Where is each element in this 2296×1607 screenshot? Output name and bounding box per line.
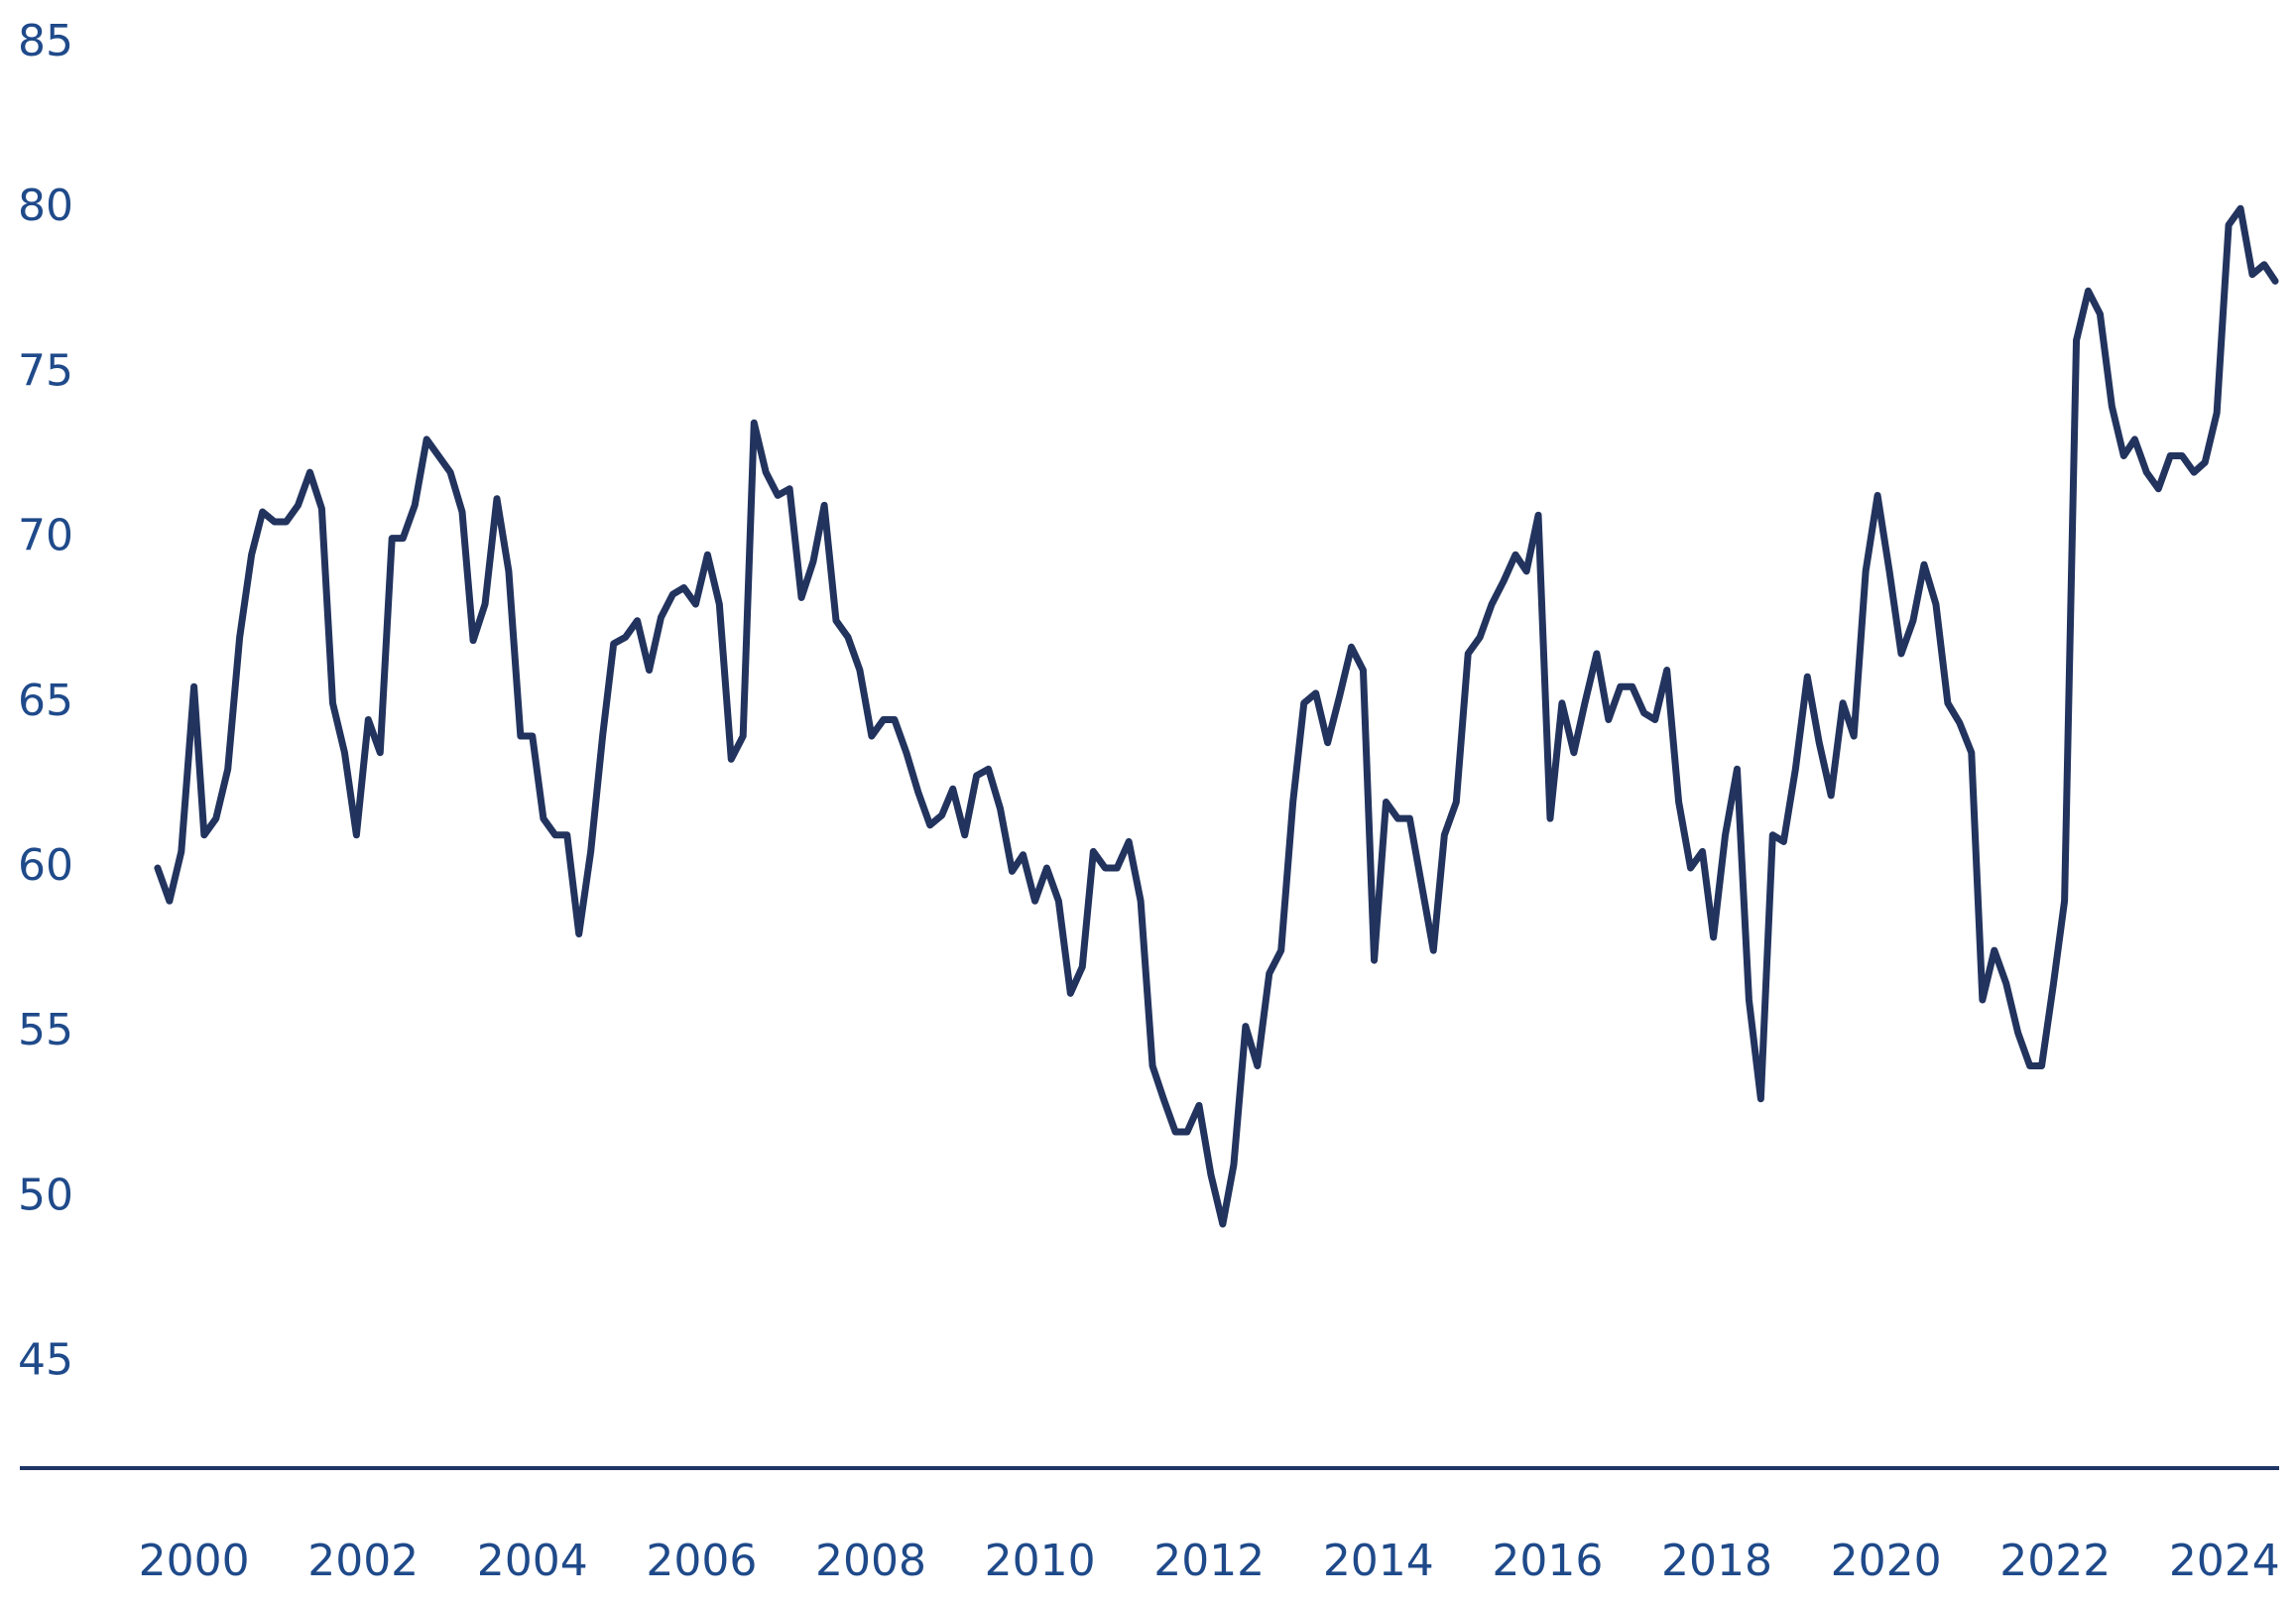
y-tick-label: 75 bbox=[18, 345, 73, 396]
x-tick-label: 2002 bbox=[307, 1536, 419, 1586]
y-tick-label: 45 bbox=[18, 1335, 73, 1386]
x-tick-label: 2004 bbox=[477, 1536, 588, 1586]
y-tick-label: 60 bbox=[18, 840, 73, 891]
x-tick-label: 2000 bbox=[139, 1536, 250, 1586]
y-tick-label: 50 bbox=[18, 1170, 73, 1220]
x-tick-label: 2022 bbox=[1999, 1536, 2111, 1586]
y-tick-label: 85 bbox=[18, 16, 73, 66]
x-tick-label: 2014 bbox=[1323, 1536, 1434, 1586]
x-tick-label: 2020 bbox=[1831, 1536, 1942, 1586]
data-line bbox=[154, 204, 2279, 1228]
x-tick-label: 2006 bbox=[646, 1536, 757, 1586]
y-tick-label: 80 bbox=[18, 181, 73, 231]
x-tick-label: 2024 bbox=[2169, 1536, 2280, 1586]
y-tick-label: 65 bbox=[18, 676, 73, 726]
x-tick-label: 2018 bbox=[1661, 1536, 1772, 1586]
x-tick-label: 2016 bbox=[1492, 1536, 1603, 1586]
x-tick-label: 2012 bbox=[1153, 1536, 1265, 1586]
y-tick-label: 70 bbox=[18, 511, 73, 561]
x-tick-label: 2008 bbox=[815, 1536, 926, 1586]
x-tick-label: 2010 bbox=[985, 1536, 1096, 1586]
y-tick-label: 55 bbox=[18, 1005, 73, 1055]
